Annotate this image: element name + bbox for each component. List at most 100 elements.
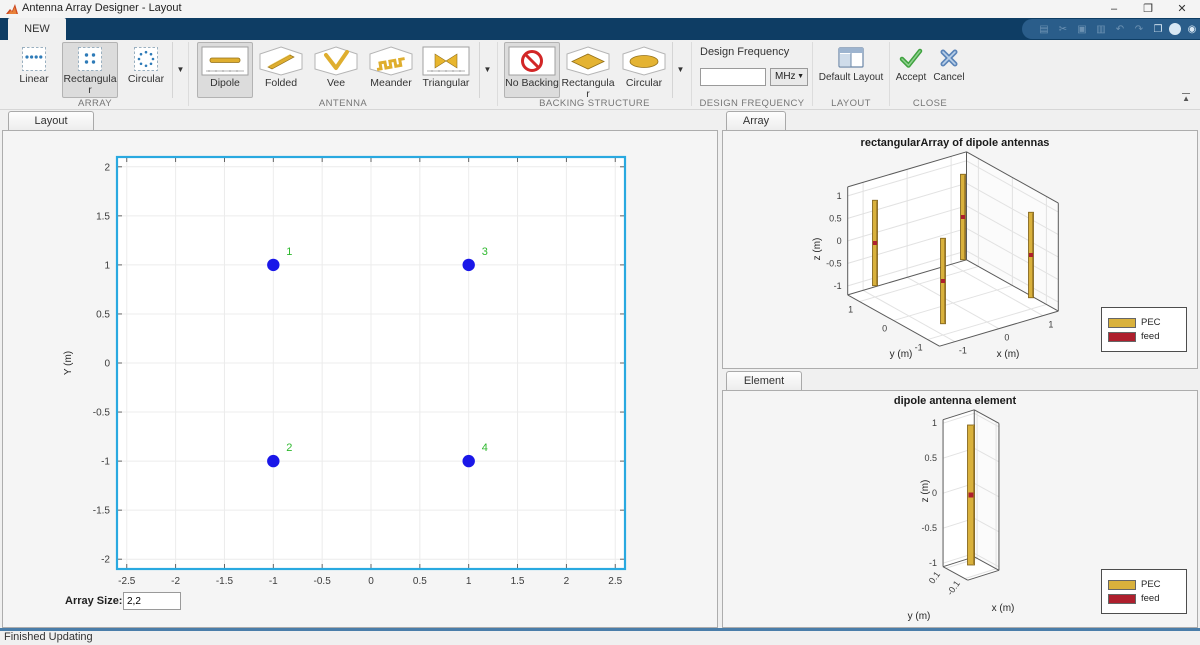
pec-swatch [1108, 317, 1136, 328]
copy-icon[interactable]: ▣ [1077, 23, 1087, 35]
window-layout-icon[interactable]: ❐ [1153, 23, 1163, 35]
array-rectangular-button[interactable]: Rectangular [62, 42, 118, 98]
section-array: Linear Rectangular Circular ▼ ARRAY [2, 40, 188, 110]
svg-text:-1: -1 [929, 558, 937, 568]
svg-text:-2.5: -2.5 [118, 576, 136, 587]
triangular-bowtie-icon [422, 46, 470, 76]
svg-text:z (m): z (m) [920, 480, 931, 503]
array-element-point [267, 258, 280, 272]
element-number-label: 3 [482, 246, 488, 258]
array-linear-button[interactable]: Linear [6, 42, 62, 98]
feed-point [941, 279, 945, 283]
array-size-input[interactable] [123, 592, 181, 610]
design-frequency-input[interactable] [700, 68, 766, 86]
svg-text:-1.5: -1.5 [93, 506, 111, 517]
element-plot-title: dipole antenna element [893, 395, 1017, 407]
minimize-button[interactable]: – [1110, 3, 1118, 15]
array-circular-button[interactable]: Circular [118, 42, 174, 98]
antenna-vee-button[interactable]: Vee [308, 42, 364, 98]
redo-icon[interactable]: ↷ [1134, 23, 1144, 35]
tab-array[interactable]: Array [726, 111, 786, 130]
element-3d-panel: dipole antenna element 1 0.5 0 -0.5 -1 0.1 -0.… [722, 390, 1198, 628]
svg-text:0: 0 [104, 359, 110, 370]
svg-text:0.1: 0.1 [927, 570, 942, 586]
svg-text:0: 0 [882, 324, 887, 334]
array-element-point [267, 454, 280, 468]
svg-text:-0.5: -0.5 [826, 258, 842, 268]
antenna-folded-button[interactable]: Folded [253, 42, 309, 98]
section-design-frequency: Design Frequency MHz ▼ DESIGN FREQUENCY [692, 40, 812, 110]
help-icon[interactable]: ? [1169, 23, 1181, 35]
tab-element[interactable]: Element [726, 371, 802, 390]
dipole-antenna-icon [201, 46, 249, 76]
svg-text:1.5: 1.5 [511, 576, 525, 587]
array-legend: PEC feed [1101, 307, 1187, 352]
section-antenna: Dipole Folded Vee [189, 40, 497, 110]
circular-backing-icon [622, 46, 666, 76]
undo-icon[interactable]: ↶ [1115, 23, 1125, 35]
backing-rectangular-button[interactable]: Rectangular [560, 42, 616, 100]
svg-text:1: 1 [466, 576, 472, 587]
svg-text:1: 1 [837, 191, 842, 201]
frequency-unit-dropdown[interactable]: MHz ▼ [770, 68, 808, 86]
accept-button[interactable]: Accept [892, 42, 930, 98]
svg-text:-2: -2 [101, 555, 110, 566]
design-frequency-label: Design Frequency [700, 46, 790, 58]
tab-new[interactable]: NEW [8, 18, 66, 40]
save-icon[interactable]: ▤ [1039, 23, 1049, 35]
collapse-ribbon-icon[interactable]: ▲ [1182, 93, 1190, 103]
svg-text:1.5: 1.5 [96, 211, 110, 222]
antenna-dipole-button[interactable]: Dipole [197, 42, 253, 98]
bottom-accent [0, 628, 1200, 631]
svg-text:-0.5: -0.5 [922, 523, 938, 533]
section-layout: Default Layout LAYOUT [813, 40, 889, 110]
antenna-meander-button[interactable]: Meander [363, 42, 419, 98]
element-number-label: 2 [286, 442, 292, 454]
svg-text:1: 1 [848, 305, 853, 315]
backing-gallery-dropdown[interactable]: ▼ [672, 42, 688, 98]
backing-circular-button[interactable]: Circular [616, 42, 672, 98]
svg-text:0: 0 [368, 576, 374, 587]
antenna-triangular-button[interactable]: Triangular [418, 42, 474, 98]
default-layout-icon [838, 47, 864, 68]
circular-array-icon [134, 47, 158, 71]
restore-button[interactable]: ❐ [1143, 3, 1153, 15]
paste-icon[interactable]: ▥ [1096, 23, 1106, 35]
feed-swatch [1108, 593, 1136, 604]
default-layout-button[interactable]: Default Layout [815, 42, 887, 98]
community-icon[interactable]: ◉ [1187, 23, 1197, 35]
svg-text:-1: -1 [269, 576, 278, 587]
svg-text:-1: -1 [915, 343, 923, 353]
svg-text:-0.1: -0.1 [945, 579, 962, 597]
title-bar: Antenna Array Designer - Layout – ❐ ✕ [0, 0, 1200, 18]
antenna-gallery-dropdown[interactable]: ▼ [479, 42, 495, 98]
close-button[interactable]: ✕ [1177, 3, 1187, 15]
feed-point [873, 241, 877, 245]
quick-access-toolbar: ▤ ✂ ▣ ▥ ↶ ↷ ❐ ? ◉ [1022, 19, 1200, 39]
feed-point [968, 492, 974, 498]
layout-panel: -2.5 -2 -1.5 -1 -0.5 0 0.5 1 1.5 2 2.5 -2 -1.5 -1 -0.5… [2, 130, 718, 628]
svg-text:-1: -1 [834, 281, 842, 291]
rectangular-backing-icon [566, 46, 610, 76]
ribbon-tabstrip: NEW ▤ ✂ ▣ ▥ ↶ ↷ ❐ ? ◉ [0, 18, 1200, 40]
pec-swatch [1108, 579, 1136, 590]
cancel-button[interactable]: Cancel [930, 42, 968, 98]
feed-point [1029, 253, 1033, 257]
linear-array-icon [22, 47, 46, 71]
tab-layout[interactable]: Layout [8, 111, 94, 130]
array-gallery-dropdown[interactable]: ▼ [172, 42, 188, 98]
feed-swatch [1108, 331, 1136, 342]
accept-check-icon [899, 48, 923, 68]
cut-icon[interactable]: ✂ [1058, 23, 1068, 35]
svg-text:-0.5: -0.5 [314, 576, 332, 587]
ribbon: Linear Rectangular Circular ▼ ARRAY [0, 40, 1200, 110]
array-3d-plot: 1 0.5 0 -0.5 -1 1 0 -1 -1 0 1 x (m) y (m) z (m) [812, 151, 1059, 360]
svg-text:2: 2 [564, 576, 570, 587]
svg-text:1: 1 [1048, 320, 1053, 330]
svg-text:1: 1 [932, 418, 937, 428]
backing-none-button[interactable]: No Backing [504, 42, 560, 98]
array-plot-title: rectangularArray of dipole antennas [860, 137, 1050, 149]
svg-text:x (m): x (m) [997, 349, 1020, 360]
folded-dipole-icon [259, 46, 303, 76]
